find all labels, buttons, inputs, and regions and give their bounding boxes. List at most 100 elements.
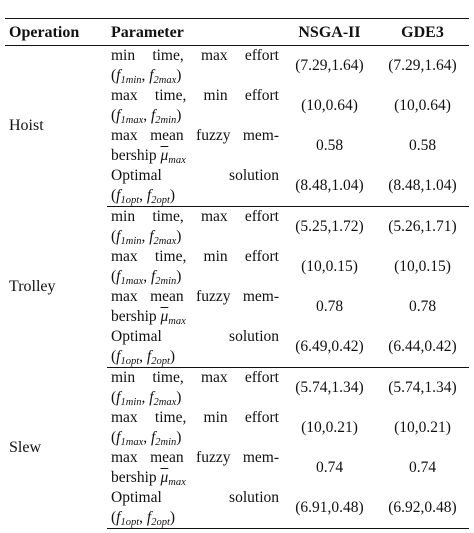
f2-index: 2 <box>153 75 159 86</box>
f1-subscript: max <box>125 115 144 126</box>
table-row: max mean fuzzy mem-bership μmax 0.74 0.74 <box>5 448 469 488</box>
nsga2-value: (5.25,1.72) <box>295 218 364 235</box>
parameter-line2: (f1opt, f2opt) <box>111 348 176 367</box>
table-body: Hoist min time, max effort (f1min, f2max) (… <box>5 46 469 529</box>
table-row: max mean fuzzy mem-bership μmax 0.78 0.78 <box>5 287 469 327</box>
f1-subscript: max <box>125 276 144 287</box>
nsga2-value: (6.49,0.42) <box>283 327 376 368</box>
parameter-cell: Optimal solution (f1opt, f2opt) <box>107 166 283 207</box>
f2-symbol: f <box>149 67 154 84</box>
table-row: max time, min effort (f1max, f2min) (10,0.… <box>5 247 469 287</box>
mu-subscript: max <box>168 155 186 166</box>
gde3-value: 0.74 <box>408 459 437 476</box>
parameter-line1: max mean fuzzy mem- <box>111 127 279 144</box>
f1-symbol: f <box>116 268 121 285</box>
f2-subscript: min <box>160 437 177 448</box>
header-row: Operation Parameter NSGA-II GDE3 <box>5 18 469 46</box>
gde3-value: (10,0.15) <box>394 258 451 275</box>
f2-symbol: f <box>149 228 154 245</box>
parameter-line2: bership μmax <box>111 146 279 166</box>
parameter-line2: (f1max, f2min) <box>111 429 182 448</box>
parameter-line2: (f1min, f2max) <box>111 389 182 408</box>
f2-index: 2 <box>153 236 159 247</box>
nsga2-value: (5.74,1.34) <box>295 379 364 396</box>
parameter-line1: max time, min effort <box>111 87 279 104</box>
parameter-cell: min time, max effort (f1min, f2max) <box>107 46 283 86</box>
nsga2-value: (7.29,1.64) <box>295 57 364 74</box>
f1-symbol: f <box>116 107 121 124</box>
f1-symbol: f <box>116 429 121 446</box>
f2-symbol: f <box>150 429 156 446</box>
f2-symbol: f <box>149 389 154 406</box>
table-row: Slew min time, max effort (f1min, f2max) (5… <box>5 368 469 456</box>
f2-index: 2 <box>155 437 161 448</box>
mu-symbol: μ <box>160 308 169 325</box>
parameter-cell: max mean fuzzy mem-bership μmax <box>107 287 283 327</box>
f1-subscript: opt <box>125 356 140 367</box>
gde3-value: (10,0.64) <box>394 97 451 114</box>
parameter-line2: (f1min, f2max) <box>111 228 182 247</box>
parameter-cell: max time, min effort (f1max, f2min) <box>107 86 283 126</box>
bership-text: bership <box>111 147 157 164</box>
parameter-cell: max time, min effort (f1max, f2min) <box>107 247 283 287</box>
f1-subscript: opt <box>125 517 140 528</box>
f1-symbol: f <box>116 67 121 84</box>
parameter-line2: bership μmax <box>111 468 279 488</box>
parameter-cell: min time, max effort (f1min, f2max) <box>107 207 283 247</box>
parameter-line1: Optimal solution <box>111 328 279 345</box>
header-nsga2: NSGA-II <box>283 18 376 46</box>
nsga2-value: (10,0.15) <box>301 258 358 275</box>
results-table: Operation Parameter NSGA-II GDE3 Hoist mi… <box>5 18 469 529</box>
parameter-cell: Optimal solution (f1opt, f2opt) <box>107 488 283 529</box>
nsga2-value: 0.78 <box>315 298 344 315</box>
f1-symbol: f <box>116 348 121 365</box>
gde3-value: (10,0.21) <box>394 419 451 436</box>
f1-symbol: f <box>116 228 121 245</box>
table-row: Hoist min time, max effort (f1min, f2max) (… <box>5 46 469 134</box>
parameter-cell: Optimal solution (f1opt, f2opt) <box>107 327 283 368</box>
f1-symbol: f <box>116 187 121 204</box>
operation-cell: Hoist <box>9 117 44 135</box>
f2-subscript: max <box>158 397 177 408</box>
bership-text: bership <box>111 308 157 325</box>
results-table-wrapper: Operation Parameter NSGA-II GDE3 Hoist mi… <box>5 0 469 529</box>
parameter-line2: (f1max, f2min) <box>111 268 182 287</box>
parameter-line1: max mean fuzzy mem- <box>111 288 279 305</box>
f1-subscript: min <box>125 397 142 408</box>
f2-subscript: opt <box>156 195 170 206</box>
gde3-value: 0.78 <box>408 298 437 315</box>
parameter-line1: min time, max effort <box>111 369 279 386</box>
f1-index: 1 <box>120 397 126 408</box>
f2-subscript: max <box>158 236 177 247</box>
gde3-value: (5.26,1.71) <box>388 218 457 235</box>
f1-index: 1 <box>120 195 126 206</box>
parameter-line2: bership μmax <box>111 307 279 327</box>
clipped-caption-area <box>5 0 469 18</box>
mu-subscript: max <box>168 316 186 327</box>
table-row: Optimal solution (f1opt, f2opt) (6.49,0.42… <box>5 327 469 368</box>
f1-index: 1 <box>120 115 126 126</box>
f1-index: 1 <box>120 437 126 448</box>
table-row: max mean fuzzy mem-bership μmax 0.58 0.58 <box>5 126 469 166</box>
parameter-line2: (f1opt, f2opt) <box>111 509 176 528</box>
f2-subscript: max <box>158 75 177 86</box>
parameter-cell: max time, min effort (f1max, f2min) <box>107 408 283 448</box>
nsga2-value: (6.91,0.48) <box>283 488 376 529</box>
parameter-line1: max time, min effort <box>111 248 279 265</box>
header-gde3: GDE3 <box>376 18 469 46</box>
parameter-cell: min time, max effort (f1min, f2max) <box>107 368 283 408</box>
f2-index: 2 <box>155 115 161 126</box>
parameter-line2: (f1min, f2max) <box>111 67 182 86</box>
f2-symbol: f <box>150 107 156 124</box>
gde3-value: (5.74,1.34) <box>388 379 457 396</box>
header-parameter: Parameter <box>107 18 283 46</box>
parameter-line1: max time, min effort <box>111 409 279 426</box>
gde3-value: (8.48,1.04) <box>376 166 469 207</box>
operation-cell: Trolley <box>9 278 56 295</box>
parameter-line1: Optimal solution <box>111 489 279 506</box>
gde3-value: 0.58 <box>408 137 437 154</box>
parameter-line1: min time, max effort <box>111 208 279 225</box>
f1-subscript: max <box>125 437 144 448</box>
f1-symbol: f <box>116 389 121 406</box>
table-row: max time, min effort (f1max, f2min) (10,0.… <box>5 86 469 126</box>
